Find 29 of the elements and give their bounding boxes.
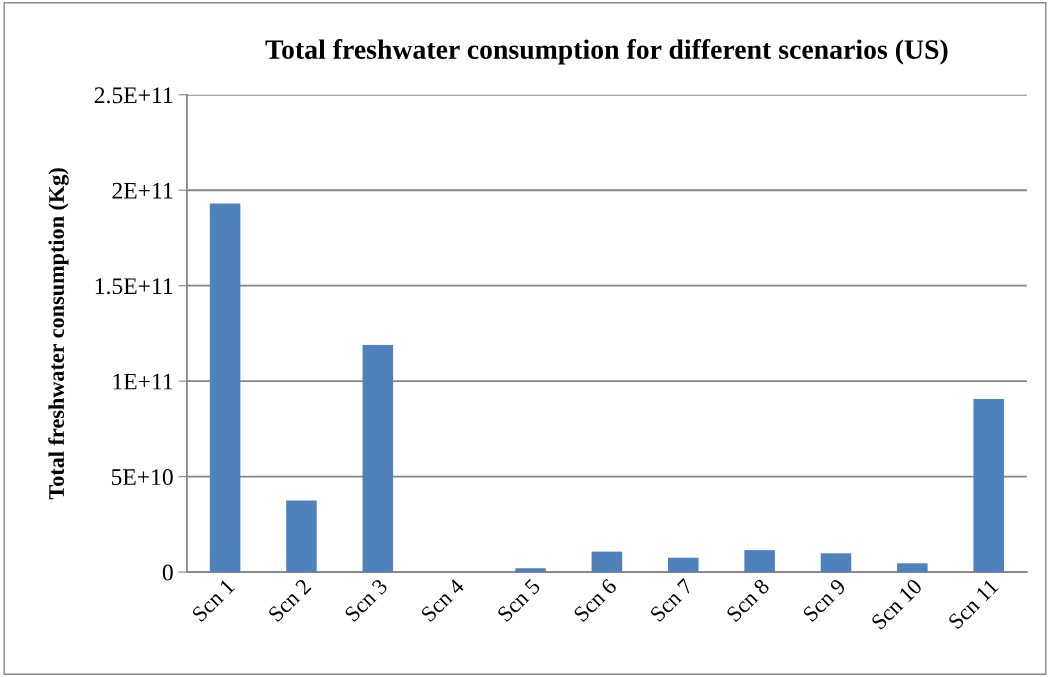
bar — [820, 553, 852, 573]
y-tick-label: 2.5E+11 — [94, 87, 173, 104]
x-tick-label: Scn 1 — [191, 578, 236, 623]
bar — [286, 500, 317, 573]
x-tick-label: Scn 10 — [870, 577, 923, 631]
x-tick-label: Scn 11 — [947, 578, 999, 630]
x-tick-label: Scn 9 — [802, 578, 847, 623]
bar — [744, 550, 775, 573]
bar — [897, 563, 928, 573]
x-tick-label: Scn 3 — [344, 578, 389, 623]
x-tick-label: Scn 8 — [725, 577, 771, 623]
bar — [973, 399, 1004, 573]
x-tick-label: Scn 6 — [573, 577, 618, 623]
y-tick-label: 2E+11 — [112, 182, 173, 199]
y-tick-label: 1.5E+11 — [95, 278, 173, 295]
bar — [667, 557, 699, 573]
y-tick-label: 0 — [162, 564, 173, 581]
x-tick-label: Scn 5 — [496, 578, 541, 623]
y-tick-label: 5E+10 — [111, 469, 173, 486]
x-tick-label: Scn 4 — [420, 577, 465, 623]
x-tick-label: Scn 2 — [267, 578, 312, 623]
bar — [515, 568, 546, 573]
y-axis-title: Total freshwater consumption (Kg) — [48, 168, 69, 500]
chart-title: Total freshwater consumption for different scenarios (US) — [265, 39, 948, 65]
bar — [591, 551, 623, 573]
y-tick-label: 1E+11 — [113, 373, 173, 390]
bar — [362, 344, 394, 573]
x-tick-label: Scn 7 — [649, 577, 694, 623]
bar — [209, 203, 241, 573]
